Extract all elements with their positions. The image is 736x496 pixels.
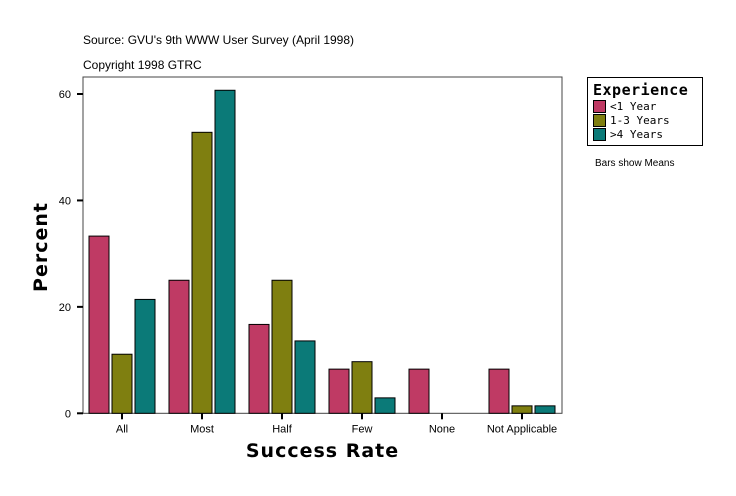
- x-tick-label: Most: [190, 423, 214, 435]
- bar-not-applicable-1: [511, 405, 533, 414]
- legend-label: <1 Year: [610, 99, 657, 113]
- plot-frame: [82, 76, 563, 414]
- bar-all-0: [88, 235, 110, 414]
- bar-few-1: [351, 361, 373, 414]
- x-tick-label: None: [429, 423, 455, 435]
- y-tick-label: 40: [59, 195, 71, 207]
- bar-half-2: [294, 340, 316, 414]
- y-tick-label: 60: [59, 89, 71, 101]
- legend-label: 1-3 Years: [610, 113, 670, 127]
- legend-item: >4 Years: [593, 127, 702, 141]
- bar-all-1: [111, 353, 133, 414]
- y-axis-label: Percent: [30, 202, 52, 292]
- legend-swatch: [593, 127, 606, 141]
- bar-most-2: [214, 89, 236, 414]
- bar-most-1: [191, 131, 213, 414]
- legend-label: >4 Years: [610, 127, 663, 141]
- bar-few-0: [328, 368, 350, 414]
- legend-item: <1 Year: [593, 99, 702, 113]
- bar-half-1: [271, 279, 293, 414]
- y-tick-label: 0: [65, 408, 71, 420]
- bar-not-applicable-2: [534, 405, 556, 414]
- bar-none-0: [408, 368, 430, 414]
- bar-all-2: [134, 298, 156, 414]
- legend-item: 1-3 Years: [593, 113, 702, 127]
- source-text: Source: GVU's 9th WWW User Survey (April…: [83, 33, 355, 47]
- x-tick-label: Not Applicable: [487, 423, 557, 435]
- legend: Experience <1 Year 1-3 Years >4 Years: [587, 77, 703, 146]
- x-axis-label: Success Rate: [246, 440, 399, 462]
- legend-title: Experience: [593, 81, 689, 99]
- legend-swatch: [593, 99, 606, 113]
- copyright-text: Copyright 1998 GTRC: [83, 58, 202, 72]
- bar-not-applicable-0: [488, 368, 510, 414]
- bars-note: Bars show Means: [595, 158, 675, 169]
- legend-swatch: [593, 113, 606, 127]
- bar-half-0: [248, 323, 270, 414]
- bar-few-2: [374, 397, 396, 414]
- x-tick-label: Half: [272, 423, 293, 435]
- y-tick-label: 20: [59, 302, 71, 314]
- x-tick-label: Few: [352, 423, 373, 435]
- bar-most-0: [168, 279, 190, 414]
- x-tick-label: All: [116, 423, 128, 435]
